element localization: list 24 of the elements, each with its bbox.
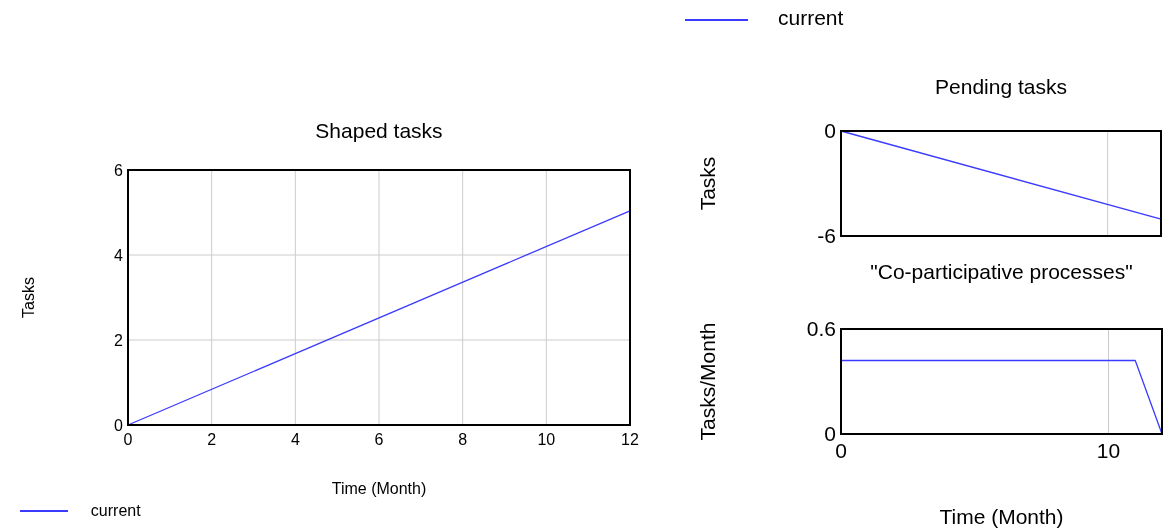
y-tick-label: 2	[114, 331, 124, 349]
y-tick-label: 4	[114, 246, 124, 264]
x-axis-title: Time (Month)	[939, 505, 1064, 528]
x-tick-label: 10	[1096, 439, 1121, 462]
x-tick-label: 6	[374, 431, 384, 448]
x-tick-label: 10	[537, 431, 556, 448]
y-axis-title: Tasks	[20, 277, 37, 318]
y-tick-label: 0.6	[806, 317, 836, 341]
legend-label: current	[90, 502, 142, 519]
x-axis-title: Time (Month)	[331, 480, 427, 497]
chart-title: Pending tasks	[935, 75, 1067, 98]
x-tick-label: 8	[458, 431, 468, 448]
y-tick-label: 6	[114, 161, 124, 179]
y-axis-title: Tasks/Month	[696, 322, 719, 441]
y-tick-label: -6	[817, 224, 836, 248]
chart-title: "Co-participative processes"	[870, 260, 1133, 283]
y-axis-title: Tasks	[696, 156, 719, 211]
y-tick-label: 0	[114, 416, 124, 434]
chart-title: Shaped tasks	[315, 119, 443, 142]
x-tick-label: 4	[290, 431, 300, 448]
y-tick-label: 0	[824, 119, 836, 143]
x-tick-label: 2	[207, 431, 217, 448]
legend-label: current	[778, 6, 844, 29]
x-tick-label: 12	[621, 431, 639, 448]
